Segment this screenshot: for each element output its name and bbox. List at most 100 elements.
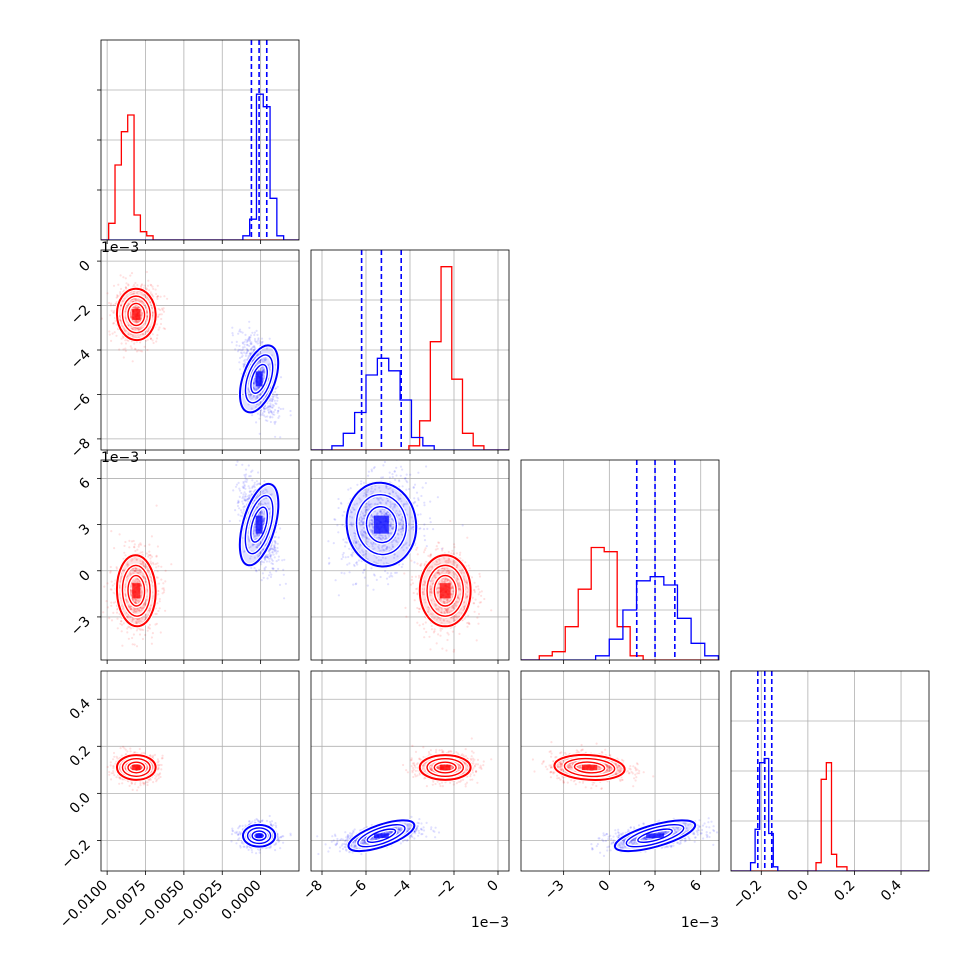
scatter-point (430, 590, 433, 593)
scatter-point (430, 624, 433, 628)
scatter-point (254, 339, 257, 342)
scatter-point (423, 534, 426, 537)
scatter-point (263, 414, 266, 417)
scatter-point (122, 348, 125, 351)
scatter-point (124, 316, 127, 319)
scatter-point (136, 319, 139, 322)
scatter-point (452, 560, 455, 563)
scatter-point (258, 340, 261, 343)
scatter-point (237, 500, 240, 503)
scatter-point (254, 387, 257, 390)
scatter-point (255, 533, 258, 536)
scatter-point (443, 557, 446, 560)
scatter-point (266, 556, 269, 559)
scatter-point (248, 496, 251, 499)
scatter-point (238, 495, 241, 498)
scatter-point (142, 561, 145, 564)
scatter-point (150, 576, 153, 579)
scatter-point (156, 570, 159, 573)
scatter-point (271, 567, 274, 570)
scatter-point (244, 475, 247, 478)
scatter-point (112, 601, 116, 604)
scatter-point (119, 292, 122, 295)
scatter-point (416, 546, 419, 549)
scatter-point (255, 329, 258, 332)
scatter-point (149, 291, 152, 294)
scatter-point (256, 505, 259, 508)
scatter-point (243, 550, 246, 554)
scatter-point (253, 346, 256, 349)
scatter-point (271, 398, 274, 401)
scatter-point (429, 648, 432, 651)
panel-content (327, 460, 493, 653)
scatter-point (135, 336, 138, 339)
scatter-point (473, 589, 476, 592)
scatter-point (262, 357, 265, 361)
scatter-point (269, 575, 273, 579)
scatter-point (440, 579, 443, 582)
scatter-point (276, 546, 279, 550)
scatter-point (135, 307, 138, 310)
scatter-point (261, 572, 264, 575)
scatter-point (112, 311, 115, 314)
scatter-point (156, 334, 159, 337)
scatter-point (132, 327, 135, 330)
scatter-point (273, 556, 276, 559)
scatter-point (129, 607, 132, 611)
scatter-point (148, 627, 151, 630)
scatter-point (118, 586, 121, 590)
scatter-point (422, 551, 426, 554)
scatter-point (138, 620, 141, 623)
scatter-point (139, 285, 143, 288)
scatter-point (248, 540, 251, 543)
scatter-point (253, 486, 256, 489)
scatter-point (442, 619, 446, 622)
scatter-point (128, 605, 131, 609)
scatter-point (372, 467, 375, 470)
scatter-point (140, 608, 144, 611)
scatter-point (134, 607, 137, 611)
scatter-point (239, 348, 242, 351)
scatter-point (437, 586, 440, 589)
scatter-point (145, 316, 149, 319)
scatter-point (276, 411, 279, 414)
scatter-point (144, 616, 147, 620)
scatter-point (277, 409, 280, 413)
scatter-point (268, 560, 271, 563)
scatter-point (131, 620, 134, 623)
scatter-point (126, 601, 129, 604)
scatter-point (455, 552, 458, 555)
scatter-point (145, 288, 149, 291)
scatter-point (161, 308, 164, 312)
scatter-point (252, 382, 255, 385)
scatter-point (127, 283, 130, 286)
scatter-point (130, 540, 134, 543)
scatter-point (143, 544, 146, 548)
scatter-point (244, 495, 247, 498)
scatter-point (135, 618, 138, 621)
scatter-point (142, 575, 145, 578)
scatter-point (419, 564, 422, 567)
scatter-point (258, 393, 261, 396)
scatter-point (163, 295, 166, 298)
scatter-point (267, 502, 270, 505)
scatter-point (131, 334, 134, 337)
scatter-point (238, 328, 242, 331)
scatter-point (259, 413, 262, 416)
scatter-point (134, 601, 137, 605)
scatter-point (244, 361, 247, 364)
scatter-point (438, 617, 441, 620)
scatter-point (262, 368, 265, 372)
scatter-point (132, 539, 135, 543)
scatter-point (255, 570, 258, 573)
scatter-point (267, 405, 270, 408)
scatter-point (111, 584, 114, 587)
scatter-point (262, 370, 265, 373)
scatter-point (137, 299, 140, 302)
scatter-point (470, 576, 474, 579)
scatter-point (249, 557, 252, 560)
scatter-point (109, 314, 112, 317)
scatter-point (124, 594, 127, 597)
scatter-point (109, 565, 112, 569)
panel-content (101, 40, 299, 240)
